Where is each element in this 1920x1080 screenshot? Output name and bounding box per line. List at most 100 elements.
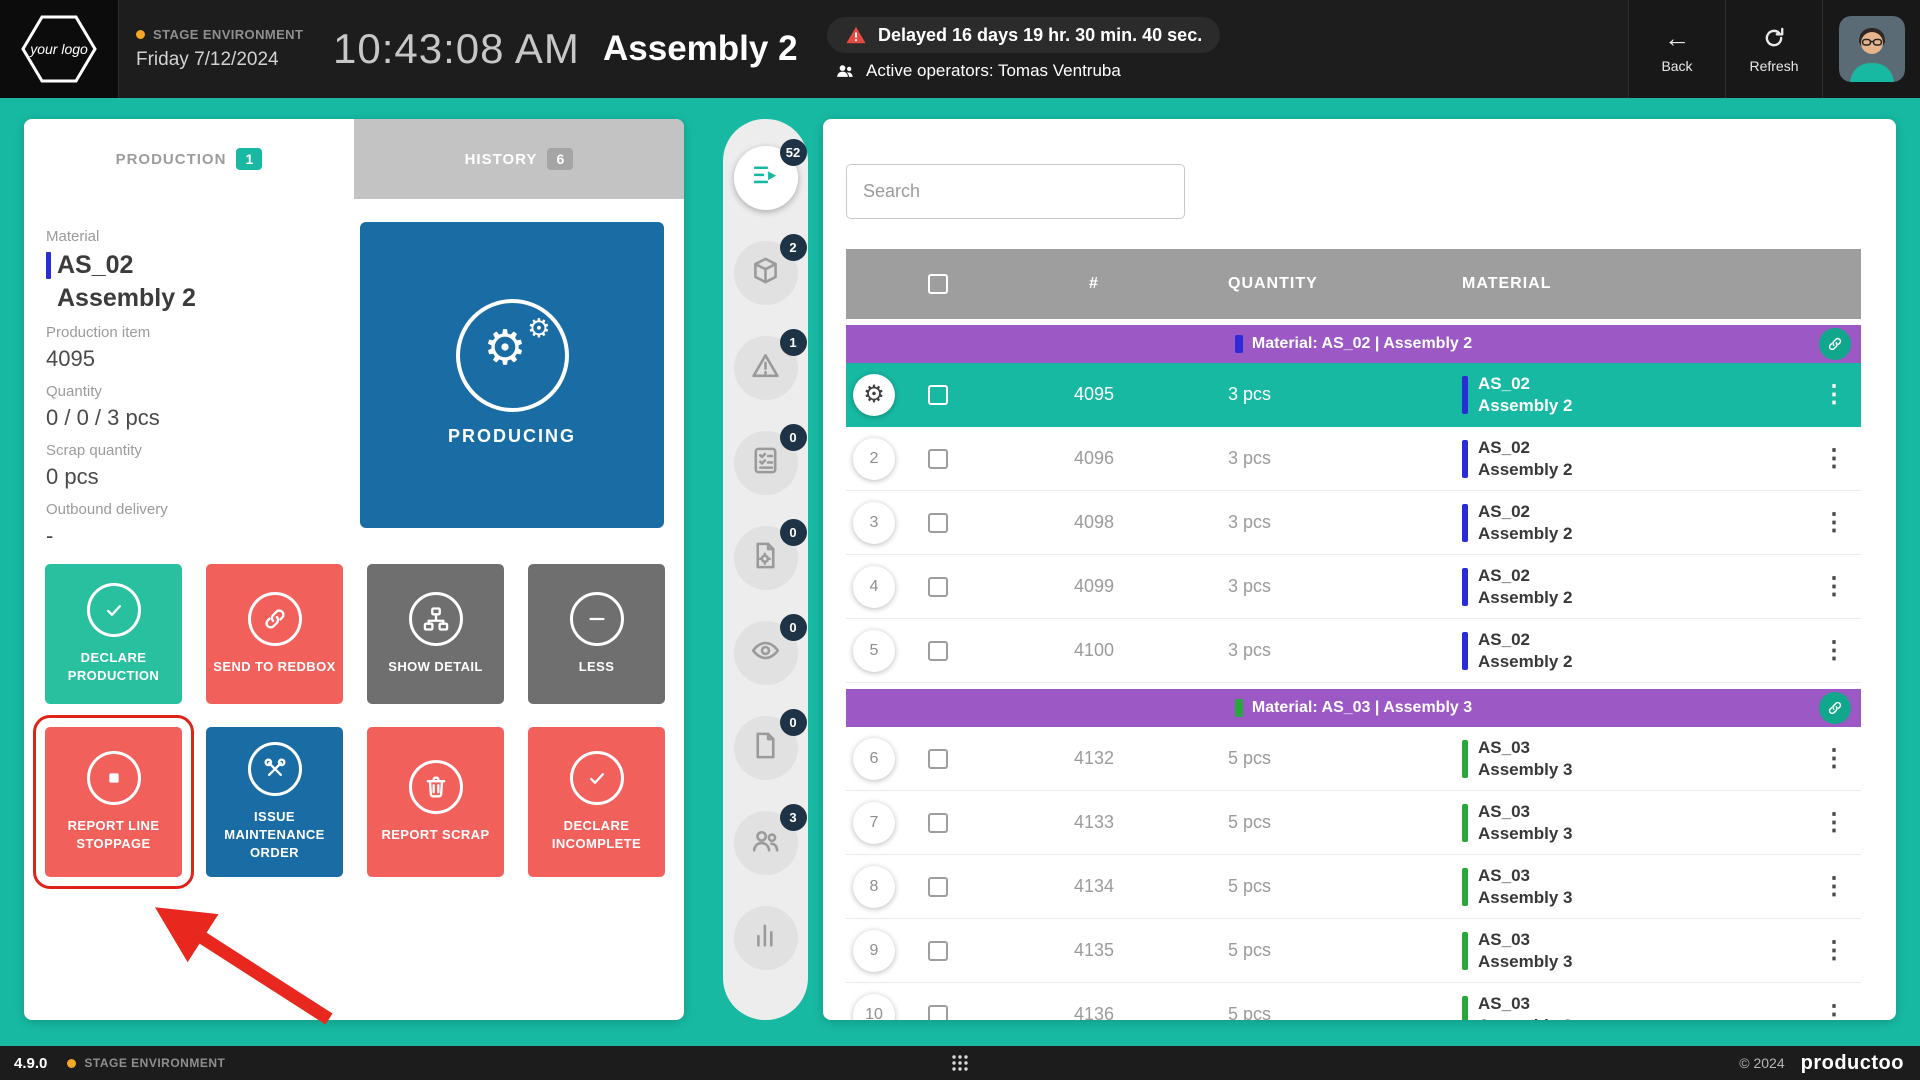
footer-environment-label: STAGE ENVIRONMENT — [84, 1056, 226, 1070]
chart-icon — [750, 920, 781, 956]
row-material-name: Assembly 3 — [1478, 887, 1573, 907]
row-item-number: 4132 — [1073, 748, 1115, 768]
row-menu-button[interactable] — [1807, 508, 1861, 537]
work-order-row[interactable]: 2 4096 3 pcs AS_02 Assembly 2 — [846, 427, 1861, 491]
producing-status-tile[interactable]: PRODUCING — [360, 222, 664, 528]
row-material-code: AS_03 — [1478, 738, 1530, 758]
row-checkbox[interactable] — [928, 1004, 948, 1020]
action-report-line-stoppage[interactable]: REPORT LINE STOPPAGE — [33, 715, 194, 889]
work-order-row[interactable]: 10 4136 5 pcs AS_03 Assembly 3 — [846, 983, 1861, 1020]
rail-item-document-gear[interactable]: 0 — [733, 519, 807, 590]
row-menu-button[interactable] — [1807, 744, 1861, 773]
production-item-label: Production item — [46, 323, 151, 341]
material-color-bar — [1234, 335, 1243, 353]
action-label: ISSUE MAINTENANCE ORDER — [224, 808, 325, 861]
quantity-value: 0 / 0 / 3 pcs — [46, 404, 160, 430]
row-quantity: 5 pcs — [1228, 1004, 1272, 1020]
document-gear-icon — [750, 540, 781, 576]
action-show-detail[interactable]: SHOW DETAIL — [367, 564, 504, 704]
rail-item-team[interactable]: 3 — [733, 804, 807, 875]
work-order-row[interactable]: 6 4132 5 pcs AS_03 Assembly 3 — [846, 727, 1861, 791]
row-menu-button[interactable] — [1807, 808, 1861, 837]
row-menu-button[interactable] — [1807, 444, 1861, 473]
material-group-header[interactable]: Material: AS_02 | Assembly 2 — [846, 325, 1861, 363]
material-label: Material — [46, 228, 100, 245]
quantity-label: Quantity — [46, 382, 102, 400]
row-item-number: 4100 — [1073, 640, 1115, 660]
refresh-button[interactable]: Refresh — [1725, 0, 1822, 98]
row-checkbox[interactable] — [928, 576, 948, 597]
gear-icon — [863, 383, 885, 407]
action-send-to-redbox[interactable]: SEND TO REDBOX — [206, 564, 343, 704]
link-icon[interactable] — [1819, 328, 1851, 360]
back-button[interactable]: Back — [1628, 0, 1725, 98]
rail-item-checklist[interactable]: 0 — [733, 424, 807, 495]
action-report-scrap[interactable]: REPORT SCRAP — [367, 727, 504, 877]
row-checkbox[interactable] — [928, 876, 948, 897]
rail-item-chart[interactable] — [733, 906, 798, 970]
module-rail: 52 2 1 0 0 0 0 3 — [723, 119, 808, 1020]
tab-count-badge: 6 — [547, 148, 574, 170]
work-order-row[interactable]: 5 4100 3 pcs AS_02 Assembly 2 — [846, 619, 1861, 683]
rail-item-document[interactable]: 0 — [733, 709, 807, 780]
rail-item-package[interactable]: 2 — [733, 234, 807, 305]
topbar: your logo STAGE ENVIRONMENT Friday 7/12/… — [0, 0, 1920, 98]
row-menu-button[interactable] — [1807, 936, 1861, 965]
row-material-code: AS_02 — [1478, 630, 1530, 650]
row-checkbox[interactable] — [928, 812, 948, 833]
row-item-number: 4135 — [1073, 940, 1115, 960]
action-declare-incomplete[interactable]: DECLARE INCOMPLETE — [528, 727, 665, 877]
app-version: 4.9.0 — [14, 1054, 48, 1072]
search-input[interactable] — [846, 164, 1185, 219]
row-checkbox[interactable] — [928, 640, 948, 661]
tab-production[interactable]: PRODUCTION 1 — [24, 119, 354, 199]
work-order-row[interactable]: 4 4099 3 pcs AS_02 Assembly 2 — [846, 555, 1861, 619]
row-material-code: AS_03 — [1478, 866, 1530, 886]
environment-status-dot — [136, 30, 145, 39]
package-icon — [750, 255, 781, 291]
rail-item-warning[interactable]: 1 — [733, 329, 807, 400]
apps-grid-icon[interactable] — [951, 1054, 969, 1072]
link-icon — [247, 591, 302, 646]
company-logo[interactable]: your logo — [0, 0, 119, 98]
action-less[interactable]: LESS — [528, 564, 665, 704]
select-all-checkbox[interactable] — [928, 274, 948, 294]
row-checkbox[interactable] — [928, 940, 948, 961]
action-issue-maintenance-order[interactable]: ISSUE MAINTENANCE ORDER — [206, 727, 343, 877]
material-color-bar — [1462, 931, 1468, 970]
production-item-value: 4095 — [46, 345, 95, 371]
row-checkbox[interactable] — [928, 448, 948, 469]
user-avatar[interactable] — [1838, 16, 1905, 82]
warning-icon — [750, 350, 781, 386]
row-checkbox[interactable] — [928, 384, 948, 405]
row-menu-button[interactable] — [1807, 1000, 1861, 1020]
link-icon[interactable] — [1819, 692, 1851, 724]
tab-history[interactable]: HISTORY 6 — [354, 119, 684, 199]
rail-item-eye[interactable]: 0 — [733, 614, 807, 685]
annotation-arrow — [154, 907, 333, 1025]
row-menu-button[interactable] — [1807, 380, 1861, 409]
work-order-row[interactable]: 7 4133 5 pcs AS_03 Assembly 3 — [846, 791, 1861, 855]
work-order-row[interactable]: 8 4134 5 pcs AS_03 Assembly 3 — [846, 855, 1861, 919]
material-group-header[interactable]: Material: AS_03 | Assembly 3 — [846, 689, 1861, 727]
row-menu-button[interactable] — [1807, 872, 1861, 901]
action-declare-production[interactable]: DECLARE PRODUCTION — [45, 564, 182, 704]
material-color-bar — [1462, 375, 1468, 414]
row-material-name: Assembly 3 — [1478, 1015, 1573, 1021]
count-badge: 52 — [779, 139, 807, 166]
row-checkbox[interactable] — [928, 748, 948, 769]
rail-item-production-list[interactable]: 52 — [733, 139, 807, 210]
row-checkbox[interactable] — [928, 512, 948, 533]
footer: 4.9.0 STAGE ENVIRONMENT © 2024 productoo — [0, 1046, 1920, 1080]
row-menu-button[interactable] — [1807, 636, 1861, 665]
work-order-row[interactable]: 3 4098 3 pcs AS_02 Assembly 2 — [846, 491, 1861, 555]
eye-icon — [750, 635, 781, 671]
action-label: SHOW DETAIL — [388, 658, 483, 674]
count-badge: 3 — [779, 804, 807, 831]
work-order-row[interactable]: 9 4135 5 pcs AS_03 Assembly 3 — [846, 919, 1861, 983]
work-order-row[interactable]: 4095 3 pcs AS_02 Assembly 2 — [846, 363, 1861, 427]
row-menu-button[interactable] — [1807, 572, 1861, 601]
material-color-bar — [46, 251, 51, 279]
operators-icon — [835, 61, 855, 81]
